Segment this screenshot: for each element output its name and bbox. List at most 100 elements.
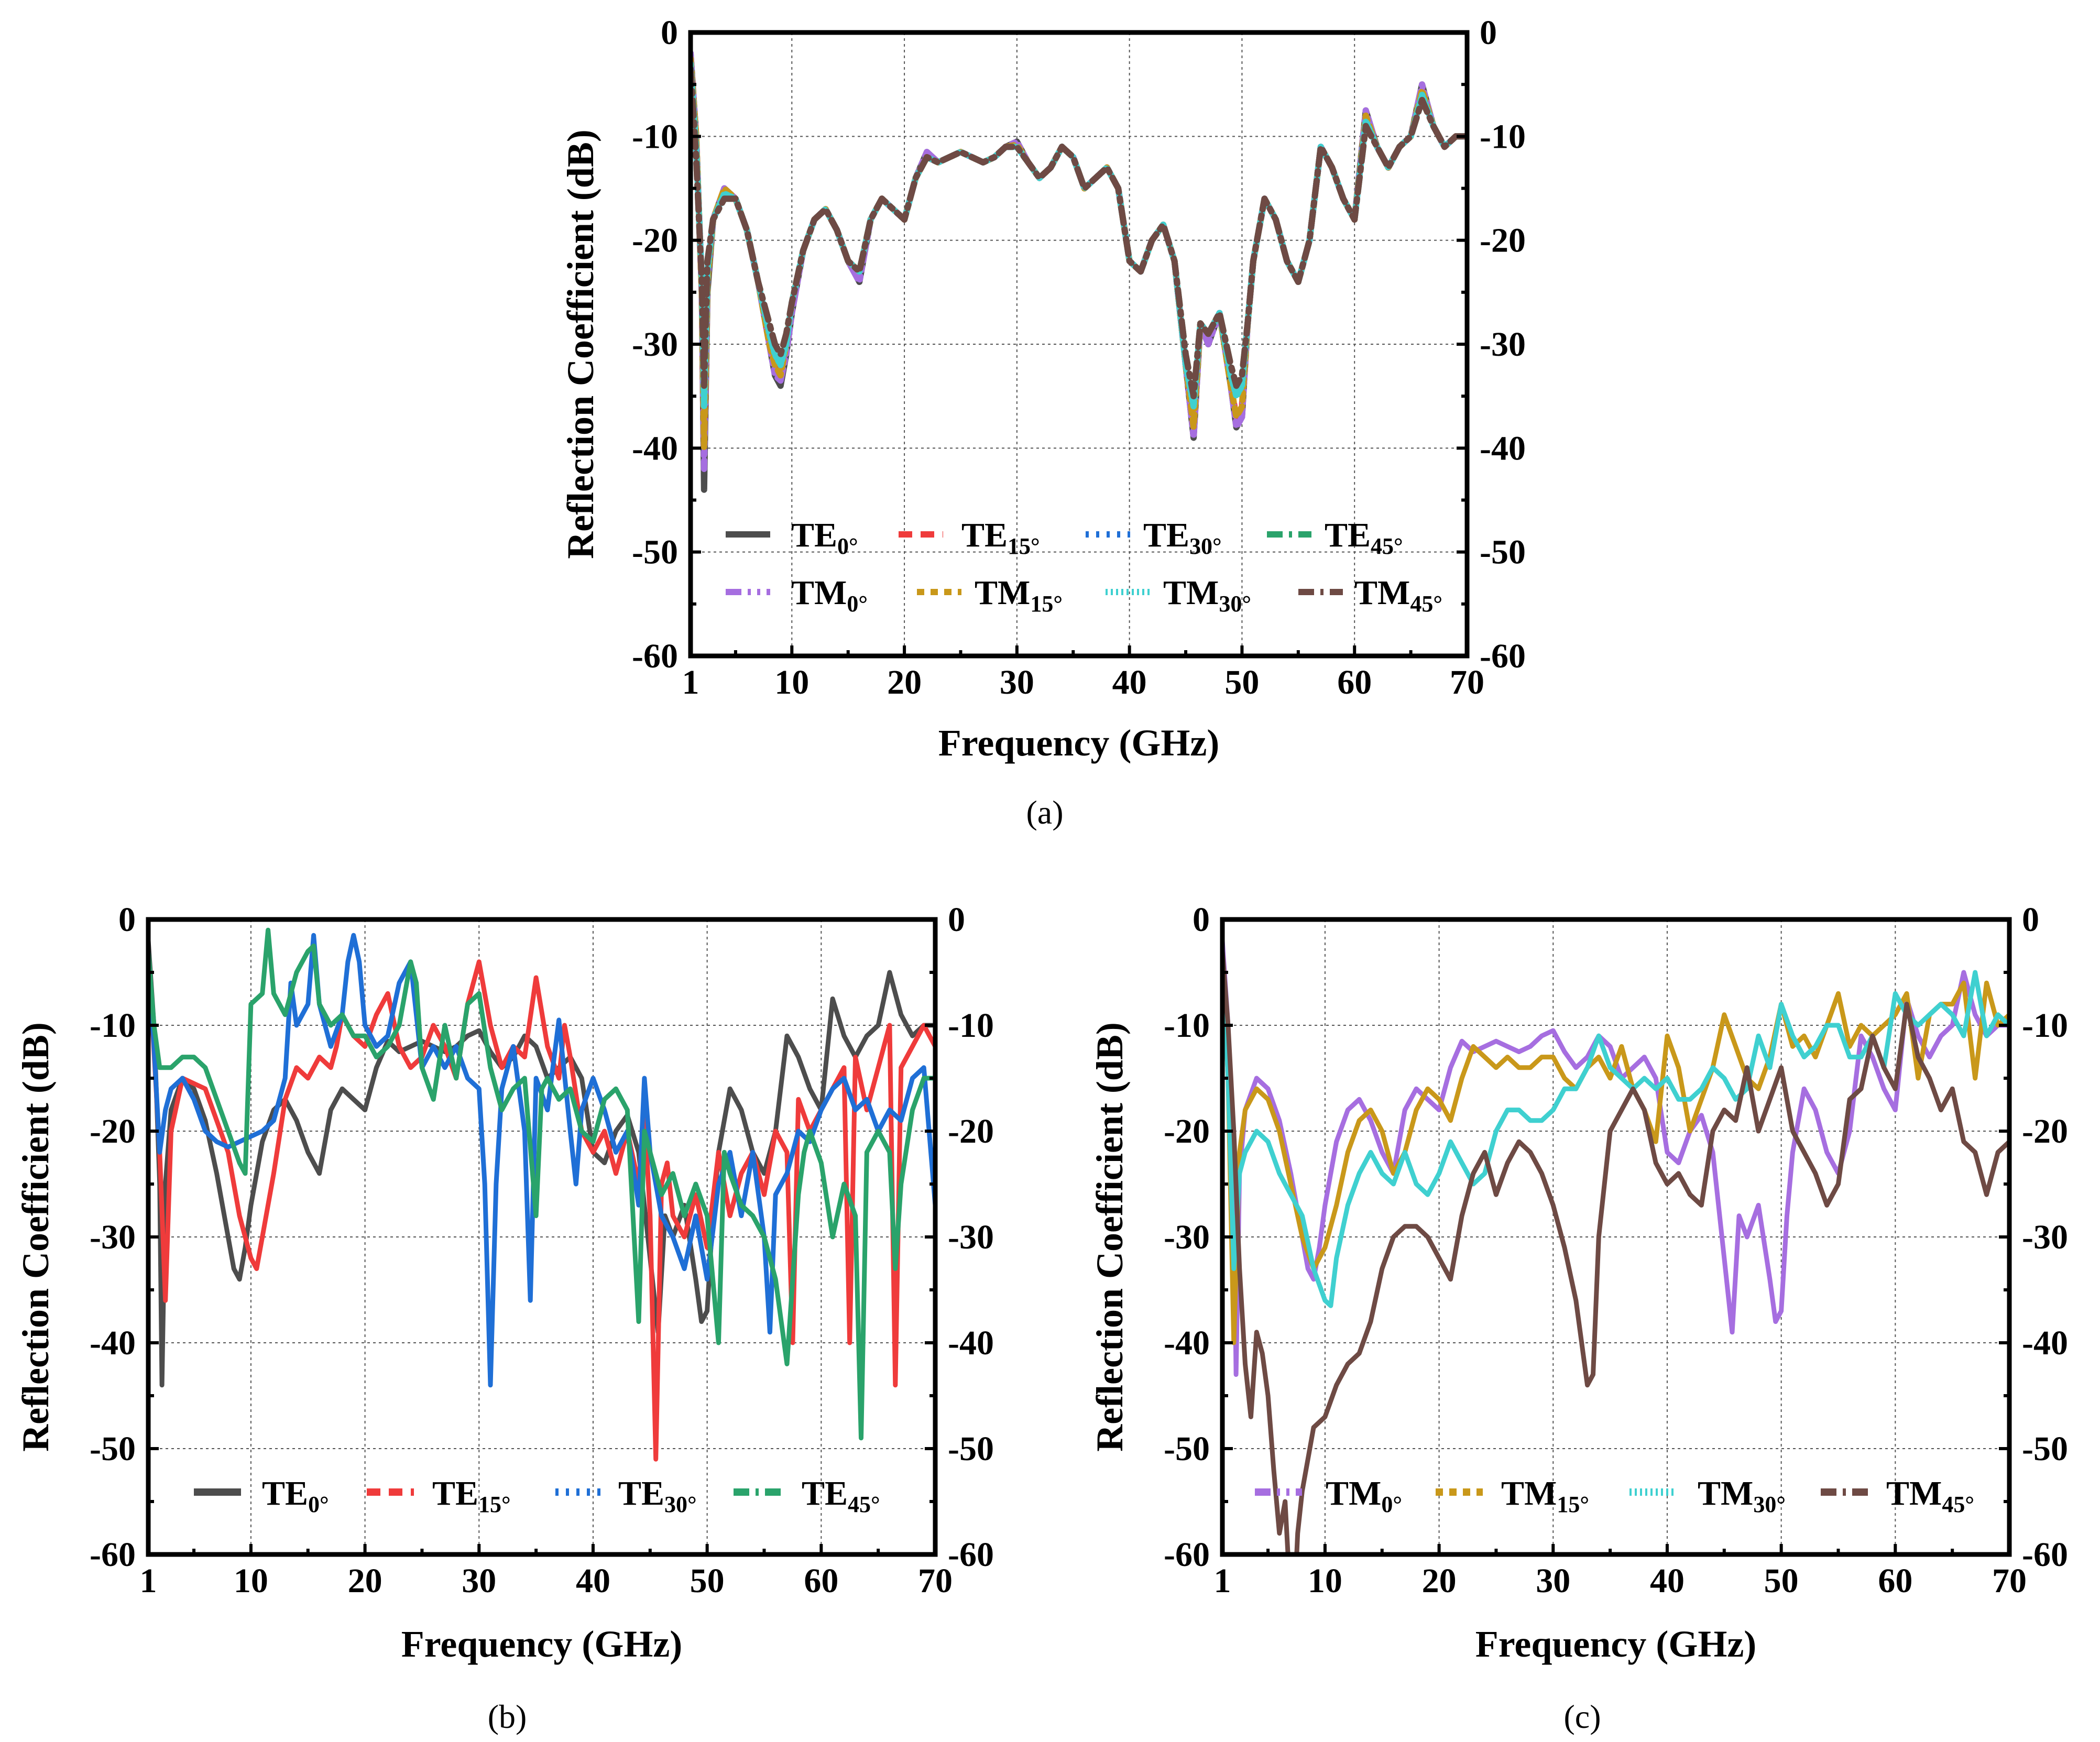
panel-c-plot-area [1222, 938, 2009, 1554]
x-tick-label-1: 1 [140, 1562, 157, 1600]
y-tick-label-right--50: -50 [1480, 533, 1526, 572]
panel-b-legend: TE0° TE15° TE30° TE45° [194, 1474, 880, 1517]
y-tick-label-left--20: -20 [1164, 1112, 1210, 1151]
y-tick-label-left--20: -20 [632, 222, 678, 260]
y-tick-label-right--20: -20 [2022, 1112, 2068, 1151]
legend-a-te30: TE30° [1086, 516, 1222, 559]
x-tick-label-30: 30 [462, 1562, 496, 1600]
series-b-te15 [148, 949, 935, 1462]
panel-c-y-axis-title: Reflection Coefficient (dB) [1089, 1022, 1131, 1452]
series-a-te0 [691, 50, 1467, 493]
y-tick-label-right--50: -50 [2022, 1430, 2068, 1468]
x-tick-label-40: 40 [576, 1562, 610, 1600]
x-tick-label-30: 30 [1000, 663, 1034, 702]
x-tick-label-10: 10 [1308, 1562, 1342, 1600]
x-tick-label-70: 70 [918, 1562, 953, 1600]
x-tick-label-60: 60 [1337, 663, 1372, 702]
y-tick-label-left--10: -10 [1164, 1006, 1210, 1045]
y-tick-label-left--20: -20 [90, 1112, 136, 1151]
legend-b-te45: TE45° [734, 1474, 880, 1517]
y-tick-label-left--40: -40 [90, 1324, 136, 1362]
x-tick-label-10: 10 [234, 1562, 268, 1600]
panel-a: 1 10 20 30 40 50 60 70 0 0 -10 -10 -20 -20 -30 -30 -40 -4… [560, 14, 1526, 831]
y-tick-label-right--60: -60 [948, 1536, 994, 1574]
panel-a-y-axis-title: Reflection Coefficient (dB) [560, 129, 601, 559]
legend-c-tm45: TM45° [1821, 1474, 1974, 1517]
y-tick-label-left-0: 0 [1193, 901, 1210, 939]
legend-a-te45-label: TE45° [1325, 516, 1403, 559]
x-tick-label-50: 50 [1224, 663, 1259, 702]
legend-b-te15-label: TE15° [432, 1474, 511, 1517]
y-tick-label-left--30: -30 [632, 325, 678, 364]
panel-b-caption: (b) [488, 1698, 527, 1735]
legend-c-tm45-label: TM45° [1886, 1474, 1974, 1517]
panel-b-plot-area [148, 927, 935, 1462]
y-tick-label-left--30: -30 [1164, 1218, 1210, 1256]
series-a-tm15 [691, 55, 1467, 452]
x-tick-label-40: 40 [1112, 663, 1147, 702]
legend-b-te30: TE30° [555, 1474, 697, 1517]
y-tick-label-right--10: -10 [2022, 1006, 2068, 1045]
x-tick-label-10: 10 [774, 663, 809, 702]
legend-c-tm0-label: TM0° [1326, 1474, 1402, 1517]
y-tick-label-left--10: -10 [90, 1006, 136, 1045]
series-c-tm15 [1222, 949, 2009, 1345]
panel-c-x-axis-title: Frequency (GHz) [1475, 1623, 1757, 1665]
series-a-tm0 [691, 50, 1467, 472]
y-tick-label-right--20: -20 [1480, 222, 1526, 260]
panel-c-grid [1222, 919, 2009, 1554]
y-tick-label-left--40: -40 [632, 429, 678, 467]
legend-a-te30-label: TE30° [1143, 516, 1222, 559]
y-tick-label-right--50: -50 [948, 1430, 994, 1468]
x-tick-label-50: 50 [690, 1562, 725, 1600]
y-tick-label-right--30: -30 [2022, 1218, 2068, 1256]
legend-a-tm15-label: TM15° [975, 574, 1063, 617]
panel-a-caption: (a) [1026, 794, 1063, 831]
x-tick-label-1: 1 [1214, 1562, 1231, 1600]
legend-a-tm30: TM30° [1106, 574, 1251, 617]
panel-c-legend: TM0° TM15° TM30° TM45° [1255, 1474, 1974, 1517]
panel-b-ticks: 1 10 20 30 40 50 60 70 0 0 -10 -10 -20 -20 -30 -30 -40 -4… [90, 901, 994, 1600]
y-tick-label-right-0: 0 [2022, 901, 2039, 939]
y-tick-label-right-0: 0 [948, 901, 965, 939]
y-tick-label-right--60: -60 [2022, 1536, 2068, 1574]
x-tick-label-20: 20 [348, 1562, 382, 1600]
legend-a-tm0: TM0° [726, 574, 868, 617]
legend-b-te0: TE0° [194, 1474, 329, 1517]
x-tick-label-70: 70 [1992, 1562, 2027, 1600]
y-tick-label-left--60: -60 [632, 637, 678, 675]
legend-b-te45-label: TE45° [802, 1474, 880, 1517]
y-tick-label-left--60: -60 [1164, 1536, 1210, 1574]
legend-a-tm45-label: TM45° [1354, 574, 1442, 617]
x-tick-label-20: 20 [887, 663, 922, 702]
x-tick-label-20: 20 [1422, 1562, 1457, 1600]
x-tick-label-40: 40 [1650, 1562, 1685, 1600]
series-b-te45 [148, 927, 935, 1441]
legend-b-te0-label: TE0° [262, 1474, 329, 1517]
y-tick-label-left-0: 0 [661, 14, 678, 52]
panel-a-ticks: 1 10 20 30 40 50 60 70 0 0 -10 -10 -20 -20 -30 -30 -40 -4… [632, 14, 1526, 702]
legend-a-tm30-label: TM30° [1163, 574, 1251, 617]
y-tick-label-right--10: -10 [1480, 117, 1526, 156]
y-tick-label-left--60: -60 [90, 1536, 136, 1574]
y-tick-label-right--30: -30 [1480, 325, 1526, 364]
legend-c-tm0: TM0° [1255, 1474, 1402, 1517]
x-tick-label-60: 60 [1878, 1562, 1912, 1600]
legend-c-tm30-label: TM30° [1698, 1474, 1786, 1517]
y-tick-label-left--10: -10 [632, 117, 678, 156]
y-tick-label-right--40: -40 [1480, 429, 1526, 467]
y-tick-label-left--50: -50 [1164, 1430, 1210, 1468]
panel-c-caption: (c) [1563, 1698, 1601, 1735]
x-tick-label-60: 60 [804, 1562, 838, 1600]
panel-a-plot-area [691, 50, 1467, 493]
y-tick-label-right--40: -40 [2022, 1324, 2068, 1362]
series-b-te0 [148, 938, 935, 1388]
legend-c-tm30: TM30° [1629, 1474, 1786, 1517]
y-tick-label-left-0: 0 [118, 901, 136, 939]
x-tick-label-1: 1 [682, 663, 699, 702]
x-tick-label-50: 50 [1764, 1562, 1799, 1600]
legend-a-te45: TE45° [1267, 516, 1403, 559]
panel-b-x-axis-title: Frequency (GHz) [401, 1623, 683, 1665]
y-tick-label-left--50: -50 [90, 1430, 136, 1468]
series-c-tm0 [1222, 938, 2009, 1377]
